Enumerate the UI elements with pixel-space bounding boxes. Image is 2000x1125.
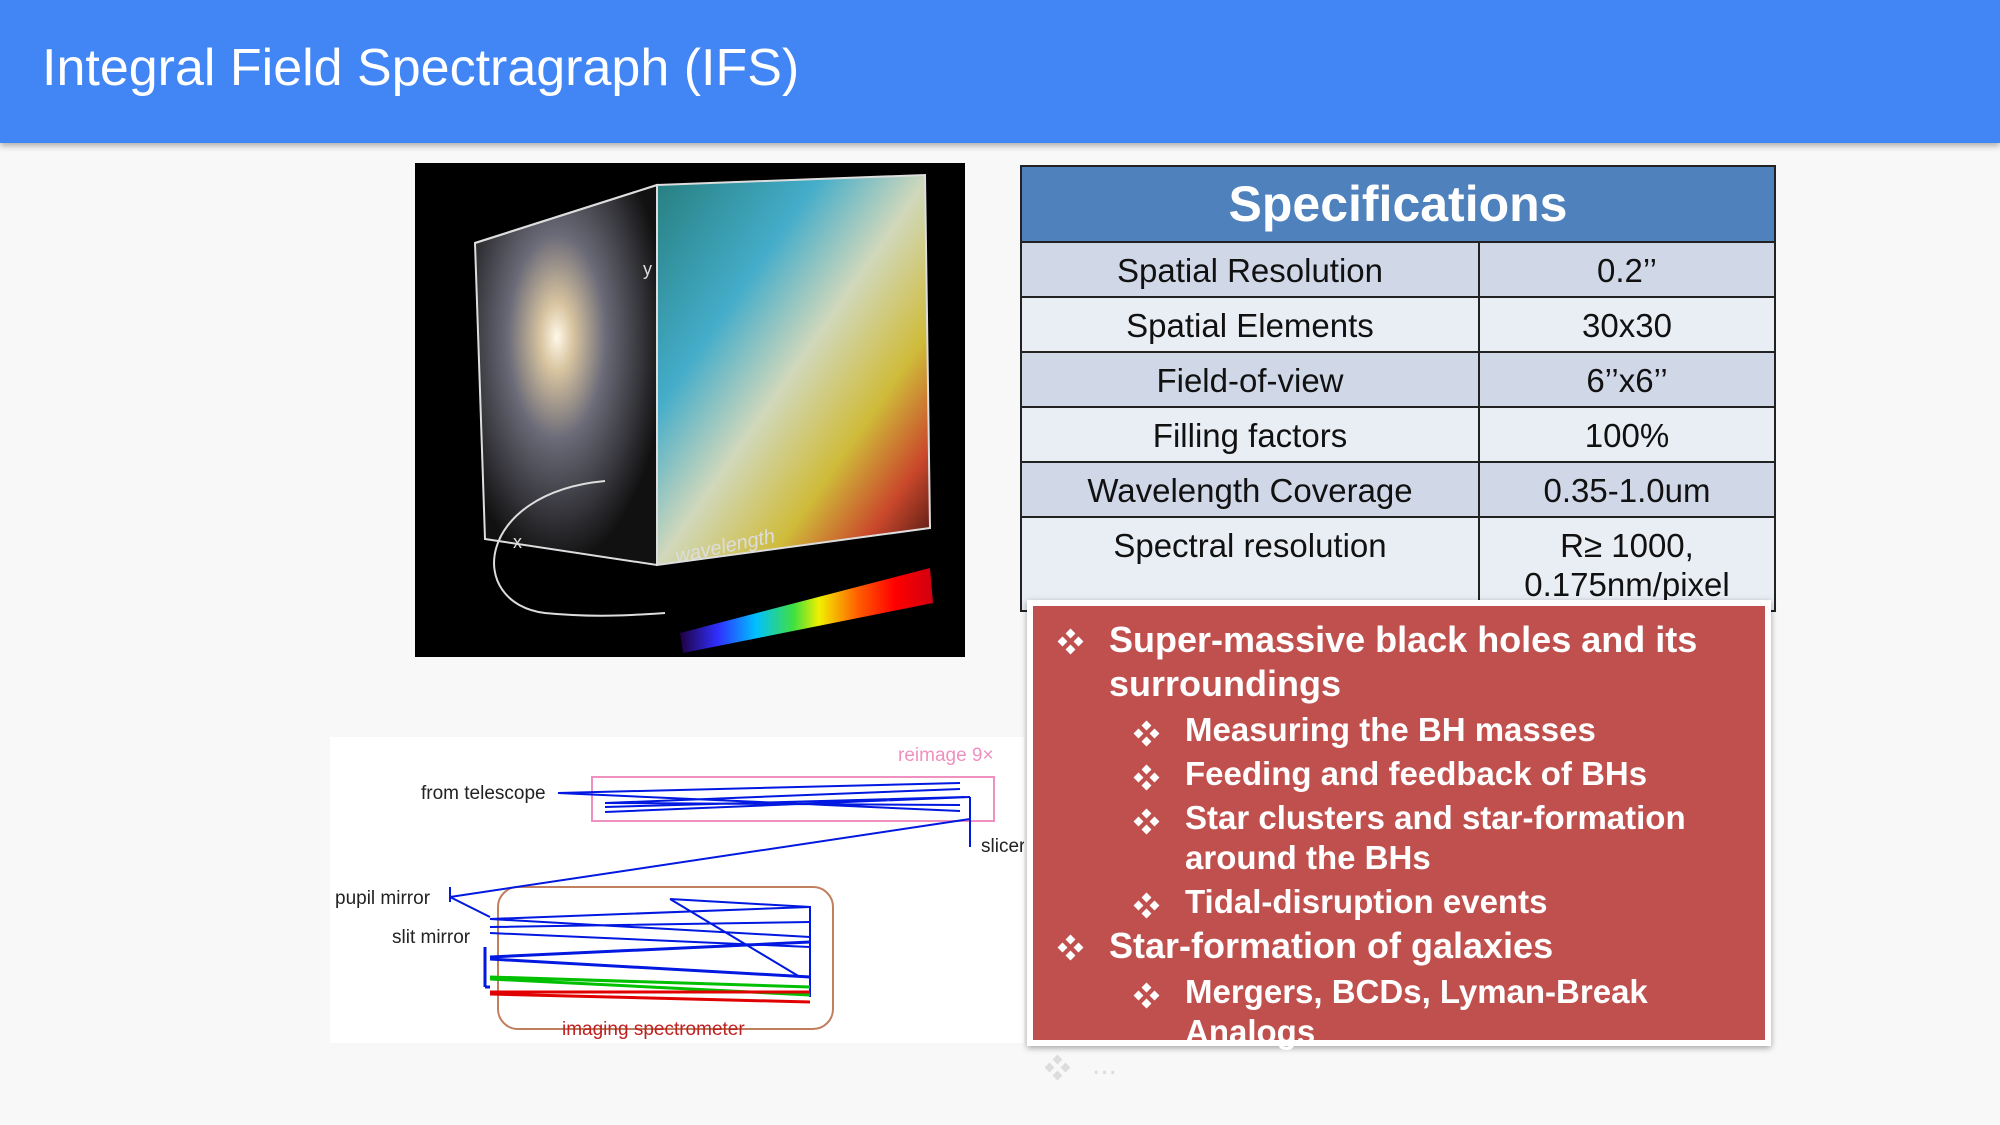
spec-label: Filling factors — [1020, 406, 1480, 463]
bullet — [1057, 934, 1084, 961]
table-title: Specifications — [1020, 165, 1776, 243]
spec-value: 0.35-1.0um — [1478, 461, 1776, 518]
bullet-text: Tidal-disruption events — [1185, 883, 1548, 920]
spec-value: 6’’x6’’ — [1478, 351, 1776, 408]
data-cube-image: y x wavelength — [415, 163, 965, 657]
bullet — [1044, 1054, 1071, 1081]
spec-label: Wavelength Coverage — [1020, 461, 1480, 518]
spec-table: Specifications Spatial Resolution 0.2’’ Sp… — [1020, 165, 1776, 612]
bullet — [1133, 764, 1160, 791]
diagram-label: from telescope — [421, 783, 546, 804]
header-bar: Integral Field Spectragraph (IFS) — [0, 0, 2000, 143]
science-box: Super-massive black holes and its surrou… — [1027, 600, 1771, 1050]
table-row: Wavelength Coverage 0.35-1.0um — [1020, 461, 1776, 518]
spec-value: 100% — [1478, 406, 1776, 463]
bullet-item: Super-massive black holes and its surrou… — [1053, 618, 1745, 706]
spec-label: Field-of-view — [1020, 351, 1480, 408]
table-row: Spatial Resolution 0.2’’ — [1020, 241, 1776, 298]
bullet — [1133, 720, 1160, 747]
sub-bullet-item: Feeding and feedback of BHs — [1053, 754, 1745, 794]
diagram-label: pupil mirror — [335, 888, 431, 909]
diagram-label: slicer — [981, 836, 1024, 857]
diagram-label: slit mirror — [392, 927, 471, 948]
diagram-label: reimage 9× — [898, 745, 994, 766]
spec-label: Spatial Elements — [1020, 296, 1480, 353]
bullet-text: Super-massive black holes and its surrou… — [1109, 619, 1698, 704]
spec-label: Spectral resolution — [1020, 516, 1480, 612]
bullet-text: Feeding and feedback of BHs — [1185, 755, 1648, 792]
spec-value: R≥ 1000, 0.175nm/pixel — [1478, 516, 1776, 612]
table-row: Spectral resolution R≥ 1000, 0.175nm/pixe… — [1020, 516, 1776, 612]
bullet-text: Star-formation of galaxies — [1109, 925, 1554, 966]
bullet-text: Star clusters and star-formation around … — [1185, 799, 1686, 876]
bullet — [1133, 892, 1160, 919]
spec-value: 30x30 — [1478, 296, 1776, 353]
table-row: Filling factors 100% — [1020, 406, 1776, 463]
optics-diagram: reimage 9× from telescope slicer pupil m… — [330, 737, 1024, 1043]
diagram-label: imaging spectrometer — [562, 1019, 745, 1040]
cube-axis-label: x — [513, 532, 522, 552]
sub-bullet-item: Star clusters and star-formation around … — [1053, 798, 1745, 878]
bullet — [1057, 628, 1084, 655]
table-row: Spatial Elements 30x30 — [1020, 296, 1776, 353]
overflow-item: ... — [1044, 1048, 1118, 1082]
spec-label: Spatial Resolution — [1020, 241, 1480, 298]
overflow-text: ... — [1092, 1048, 1118, 1081]
sub-bullet-item: Mergers, BCDs, Lyman-Break Analogs — [1053, 972, 1745, 1052]
table-row: Field-of-view 6’’x6’’ — [1020, 351, 1776, 408]
bullet — [1133, 982, 1160, 1009]
cube-axis-label: y — [643, 259, 652, 279]
sub-bullet-item: Measuring the BH masses — [1053, 710, 1745, 750]
spec-value: 0.2’’ — [1478, 241, 1776, 298]
sub-bullet-item: Tidal-disruption events — [1053, 882, 1745, 922]
bullet-item: Star-formation of galaxies — [1053, 924, 1745, 968]
bullet — [1133, 808, 1160, 835]
bullet-text: Measuring the BH masses — [1185, 711, 1596, 748]
slide-title: Integral Field Spectragraph (IFS) — [42, 39, 800, 97]
bullet-text: Mergers, BCDs, Lyman-Break Analogs — [1185, 973, 1648, 1050]
